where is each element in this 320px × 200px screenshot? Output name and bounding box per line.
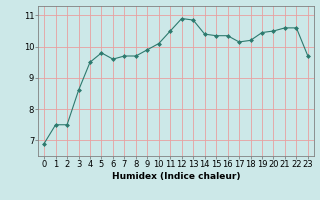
X-axis label: Humidex (Indice chaleur): Humidex (Indice chaleur) bbox=[112, 172, 240, 181]
